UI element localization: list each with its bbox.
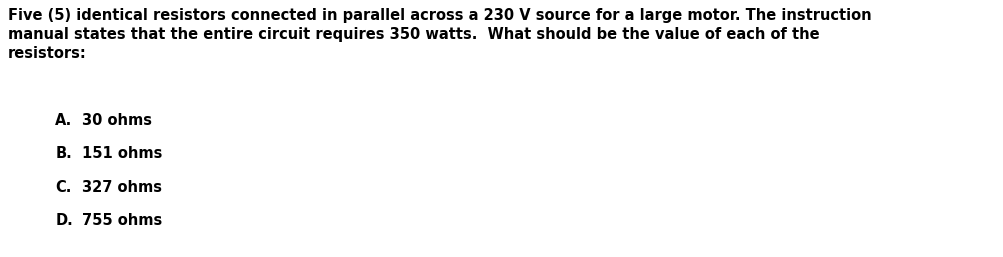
Text: 151 ohms: 151 ohms xyxy=(82,146,162,161)
Text: 755 ohms: 755 ohms xyxy=(82,213,162,228)
Text: C.: C. xyxy=(55,180,71,195)
Text: D.: D. xyxy=(55,213,73,228)
Text: 30 ohms: 30 ohms xyxy=(82,113,152,128)
Text: A.: A. xyxy=(55,113,72,128)
Text: Five (5) identical resistors connected in parallel across a 230 V source for a l: Five (5) identical resistors connected i… xyxy=(8,8,871,61)
Text: 327 ohms: 327 ohms xyxy=(82,180,162,195)
Text: B.: B. xyxy=(55,146,72,161)
